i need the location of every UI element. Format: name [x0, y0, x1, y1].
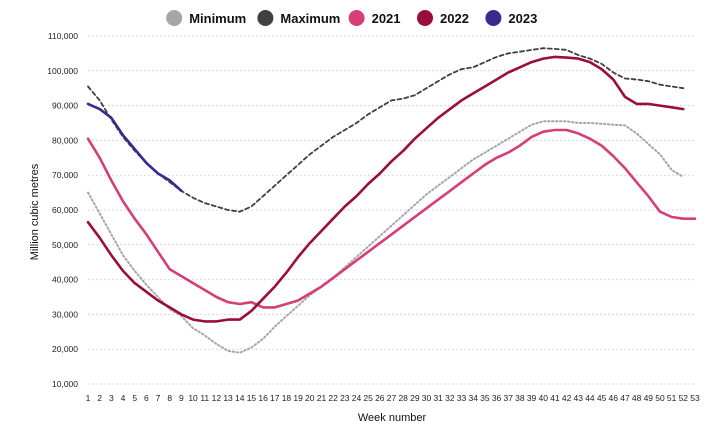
x-tick-label: 23	[340, 393, 350, 403]
x-tick-label: 11	[200, 393, 209, 403]
x-tick-label: 21	[317, 393, 327, 403]
y-tick-label: 100,000	[47, 66, 78, 76]
x-tick-label: 51	[667, 393, 677, 403]
x-tick-label: 48	[632, 393, 642, 403]
legend-marker-maximum	[257, 10, 274, 26]
series-line-minimum	[87, 120, 685, 354]
y-tick-label: 70,000	[52, 170, 78, 180]
x-tick-label: 44	[585, 393, 595, 403]
x-tick-label: 13	[223, 393, 233, 403]
x-tick-label: 4	[121, 393, 126, 403]
x-tick-label: 52	[679, 393, 689, 403]
x-tick-label: 43	[574, 393, 584, 403]
x-tick-label: 34	[468, 393, 478, 403]
x-tick-label: 39	[527, 393, 537, 403]
y-axis-ticks: 10,000 20,000 30,000 40,000 50,000 60,000 70,0…	[47, 31, 78, 389]
legend-label-minimum: Minimum	[189, 11, 246, 26]
y-axis-title: Million cubic metres	[29, 163, 41, 260]
x-tick-label: 17	[270, 393, 280, 403]
x-tick-label: 49	[644, 393, 654, 403]
y-tick-label: 60,000	[52, 205, 78, 215]
x-tick-label: 30	[422, 393, 432, 403]
y-tick-label: 110,000	[48, 31, 78, 41]
series-line-maximum	[87, 47, 685, 213]
x-tick-label: 7	[156, 393, 161, 403]
legend-marker-2022	[417, 10, 433, 26]
gridlines	[88, 35, 695, 385]
y-tick-label: 20,000	[52, 344, 78, 354]
x-tick-label: 8	[167, 393, 172, 403]
x-tick-label: 24	[352, 393, 362, 403]
x-tick-label: 40	[539, 393, 549, 403]
x-tick-label: 2	[97, 393, 102, 403]
x-tick-label: 15	[247, 393, 257, 403]
x-tick-label: 42	[562, 393, 572, 403]
series-line-2022	[86, 55, 685, 323]
legend-label-2022: 2022	[440, 11, 469, 26]
x-tick-label: 6	[144, 393, 149, 403]
x-tick-label: 47	[620, 393, 630, 403]
series-lines	[86, 47, 697, 354]
x-tick-label: 45	[597, 393, 607, 403]
x-tick-label: 27	[387, 393, 397, 403]
x-tick-label: 31	[433, 393, 443, 403]
x-tick-label: 35	[480, 393, 490, 403]
x-tick-label: 25	[363, 393, 373, 403]
legend-marker-2023	[485, 10, 502, 26]
x-tick-label: 38	[515, 393, 525, 403]
x-tick-label: 20	[305, 393, 315, 403]
x-tick-label: 26	[375, 393, 385, 403]
y-tick-label: 40,000	[52, 275, 78, 285]
legend-marker-2021	[348, 10, 365, 26]
x-tick-label: 33	[457, 393, 467, 403]
x-axis-title: Week number	[358, 412, 427, 424]
legend-marker-minimum	[166, 10, 183, 26]
x-tick-label: 12	[212, 393, 222, 403]
x-tick-label: 37	[503, 393, 513, 403]
x-tick-label: 46	[609, 393, 619, 403]
legend-label-2021: 2021	[372, 11, 401, 26]
x-tick-label: 9	[179, 393, 184, 403]
x-tick-label: 14	[235, 393, 245, 403]
x-tick-label: 53	[690, 393, 700, 403]
x-tick-label: 18	[282, 393, 292, 403]
x-tick-label: 29	[410, 393, 420, 403]
x-axis-ticks: 1 2 3 4 5 6 7 8 9 10 11 12 13 14 15 16 17 18 19 20 21 22 23 24 2…	[86, 393, 700, 403]
x-tick-label: 1	[86, 393, 91, 403]
legend-label-2023: 2023	[508, 11, 537, 26]
x-tick-label: 3	[109, 393, 114, 403]
x-tick-label: 41	[550, 393, 560, 403]
y-tick-label: 90,000	[52, 101, 78, 111]
x-tick-label: 36	[492, 393, 502, 403]
x-tick-label: 5	[132, 393, 137, 403]
legend-label-maximum: Maximum	[280, 11, 340, 26]
x-tick-label: 10	[188, 393, 198, 403]
x-tick-label: 50	[655, 393, 665, 403]
x-tick-label: 19	[293, 393, 303, 403]
y-tick-label: 80,000	[52, 135, 78, 145]
x-tick-label: 32	[445, 393, 455, 403]
series-line-2021	[86, 128, 697, 309]
legend: Minimum Maximum 2021 2022 2023	[166, 10, 537, 26]
y-tick-label: 30,000	[52, 309, 78, 319]
x-tick-label: 16	[258, 393, 268, 403]
series-line-2023	[86, 102, 183, 193]
x-tick-label: 28	[398, 393, 408, 403]
y-tick-label: 10,000	[52, 379, 78, 389]
y-tick-label: 50,000	[52, 240, 78, 250]
x-tick-label: 22	[328, 393, 338, 403]
